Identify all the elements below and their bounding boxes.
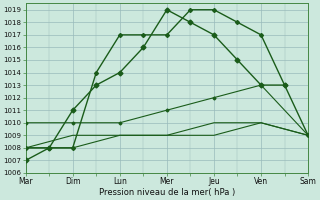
- X-axis label: Pression niveau de la mer( hPa ): Pression niveau de la mer( hPa ): [99, 188, 235, 197]
